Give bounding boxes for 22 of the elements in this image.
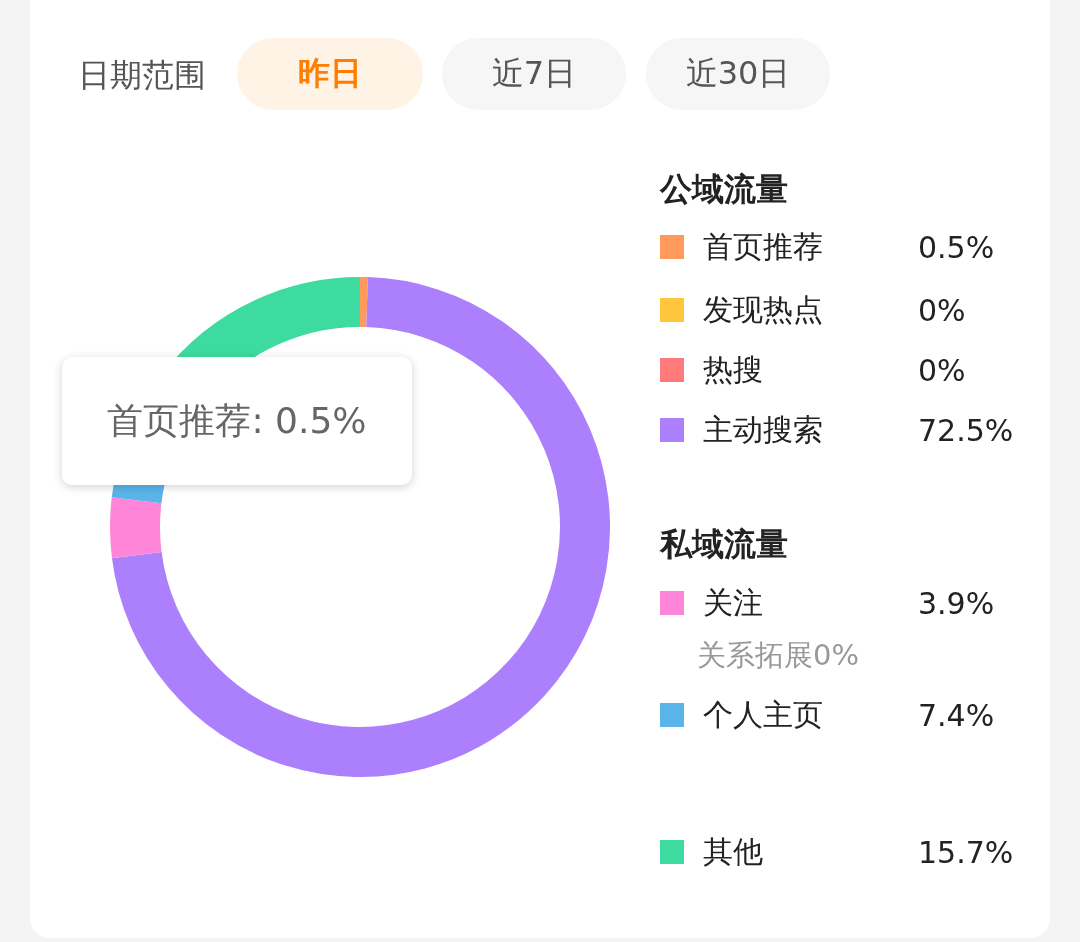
legend-label: 其他 bbox=[703, 832, 764, 871]
text: 私域流量 bbox=[660, 524, 788, 565]
text: 0% bbox=[918, 352, 966, 388]
legend-label: 关注 bbox=[703, 583, 764, 622]
text: 公域流量 bbox=[660, 169, 788, 210]
text: 首页推荐: 0.5% bbox=[62, 357, 412, 485]
data-label: 15.7% bbox=[918, 834, 1014, 870]
text: 0% bbox=[918, 292, 966, 328]
legend-label: 主动搜索 bbox=[703, 410, 824, 449]
text: 昨日 bbox=[237, 38, 423, 110]
text: 关系拓展0% bbox=[697, 637, 860, 674]
data-label: 72.5% bbox=[918, 412, 1014, 448]
data-label: 7.4% bbox=[918, 697, 995, 733]
text: 日期范围 bbox=[78, 55, 206, 96]
legend-label: 首页推荐 bbox=[703, 227, 824, 266]
legend-label: 发现热点 bbox=[703, 290, 824, 329]
data-label: 3.9% bbox=[918, 585, 995, 621]
legend-label: 个人主页 bbox=[703, 695, 824, 734]
data-label: 0.5% bbox=[918, 229, 995, 265]
legend-label: 热搜 bbox=[703, 350, 764, 389]
text: 近30日 bbox=[646, 38, 830, 110]
text: 近7日 bbox=[442, 38, 626, 110]
